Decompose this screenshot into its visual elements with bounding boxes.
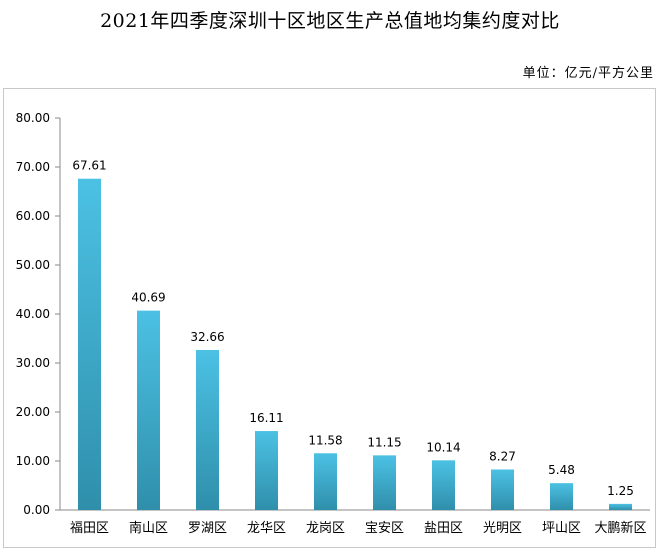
x-category-label: 罗湖区 xyxy=(188,521,227,536)
data-label: 16.11 xyxy=(249,411,283,425)
unit-label: 单位：亿元/平方公里 xyxy=(522,66,654,81)
bar-6 xyxy=(432,460,455,510)
y-tick-label: 0.00 xyxy=(23,503,50,517)
x-category-label: 宝安区 xyxy=(365,521,404,536)
x-category-label: 大鹏新区 xyxy=(594,520,646,536)
bar-1 xyxy=(137,310,160,510)
data-label: 10.14 xyxy=(426,440,460,454)
data-label: 32.66 xyxy=(190,330,224,344)
data-label: 11.15 xyxy=(367,435,401,449)
data-label: 8.27 xyxy=(489,449,516,463)
y-tick-label: 60.00 xyxy=(16,209,50,223)
bar-0 xyxy=(78,178,101,510)
y-tick-label: 10.00 xyxy=(16,454,50,468)
bar-9 xyxy=(609,503,632,510)
x-category-label: 盐田区 xyxy=(424,521,463,536)
y-tick-label: 20.00 xyxy=(16,405,50,419)
data-label: 1.25 xyxy=(607,484,634,498)
bar-7 xyxy=(491,469,514,510)
x-category-label: 福田区 xyxy=(70,521,109,536)
x-category-label: 龙岗区 xyxy=(306,521,345,536)
y-tick-label: 40.00 xyxy=(16,307,50,321)
data-label: 11.58 xyxy=(308,433,342,447)
chart-frame xyxy=(3,88,656,548)
y-tick-label: 80.00 xyxy=(16,111,50,125)
bar-4 xyxy=(314,453,337,510)
y-tick-label: 30.00 xyxy=(16,356,50,370)
bar-5 xyxy=(373,455,396,510)
y-tick-label: 70.00 xyxy=(16,160,50,174)
x-category-label: 坪山区 xyxy=(542,521,581,536)
x-category-label: 光明区 xyxy=(483,521,522,536)
data-label: 67.61 xyxy=(72,159,106,173)
x-category-label: 南山区 xyxy=(129,520,168,536)
x-category-label: 龙华区 xyxy=(247,521,286,536)
data-label: 5.48 xyxy=(548,463,575,477)
data-label: 40.69 xyxy=(131,291,165,305)
bar-2 xyxy=(196,349,219,510)
bar-8 xyxy=(550,483,573,510)
chart-title: 2021年四季度深圳十区地区生产总值地均集约度对比 xyxy=(100,10,560,32)
bar-3 xyxy=(255,431,278,510)
y-tick-label: 50.00 xyxy=(16,258,50,272)
